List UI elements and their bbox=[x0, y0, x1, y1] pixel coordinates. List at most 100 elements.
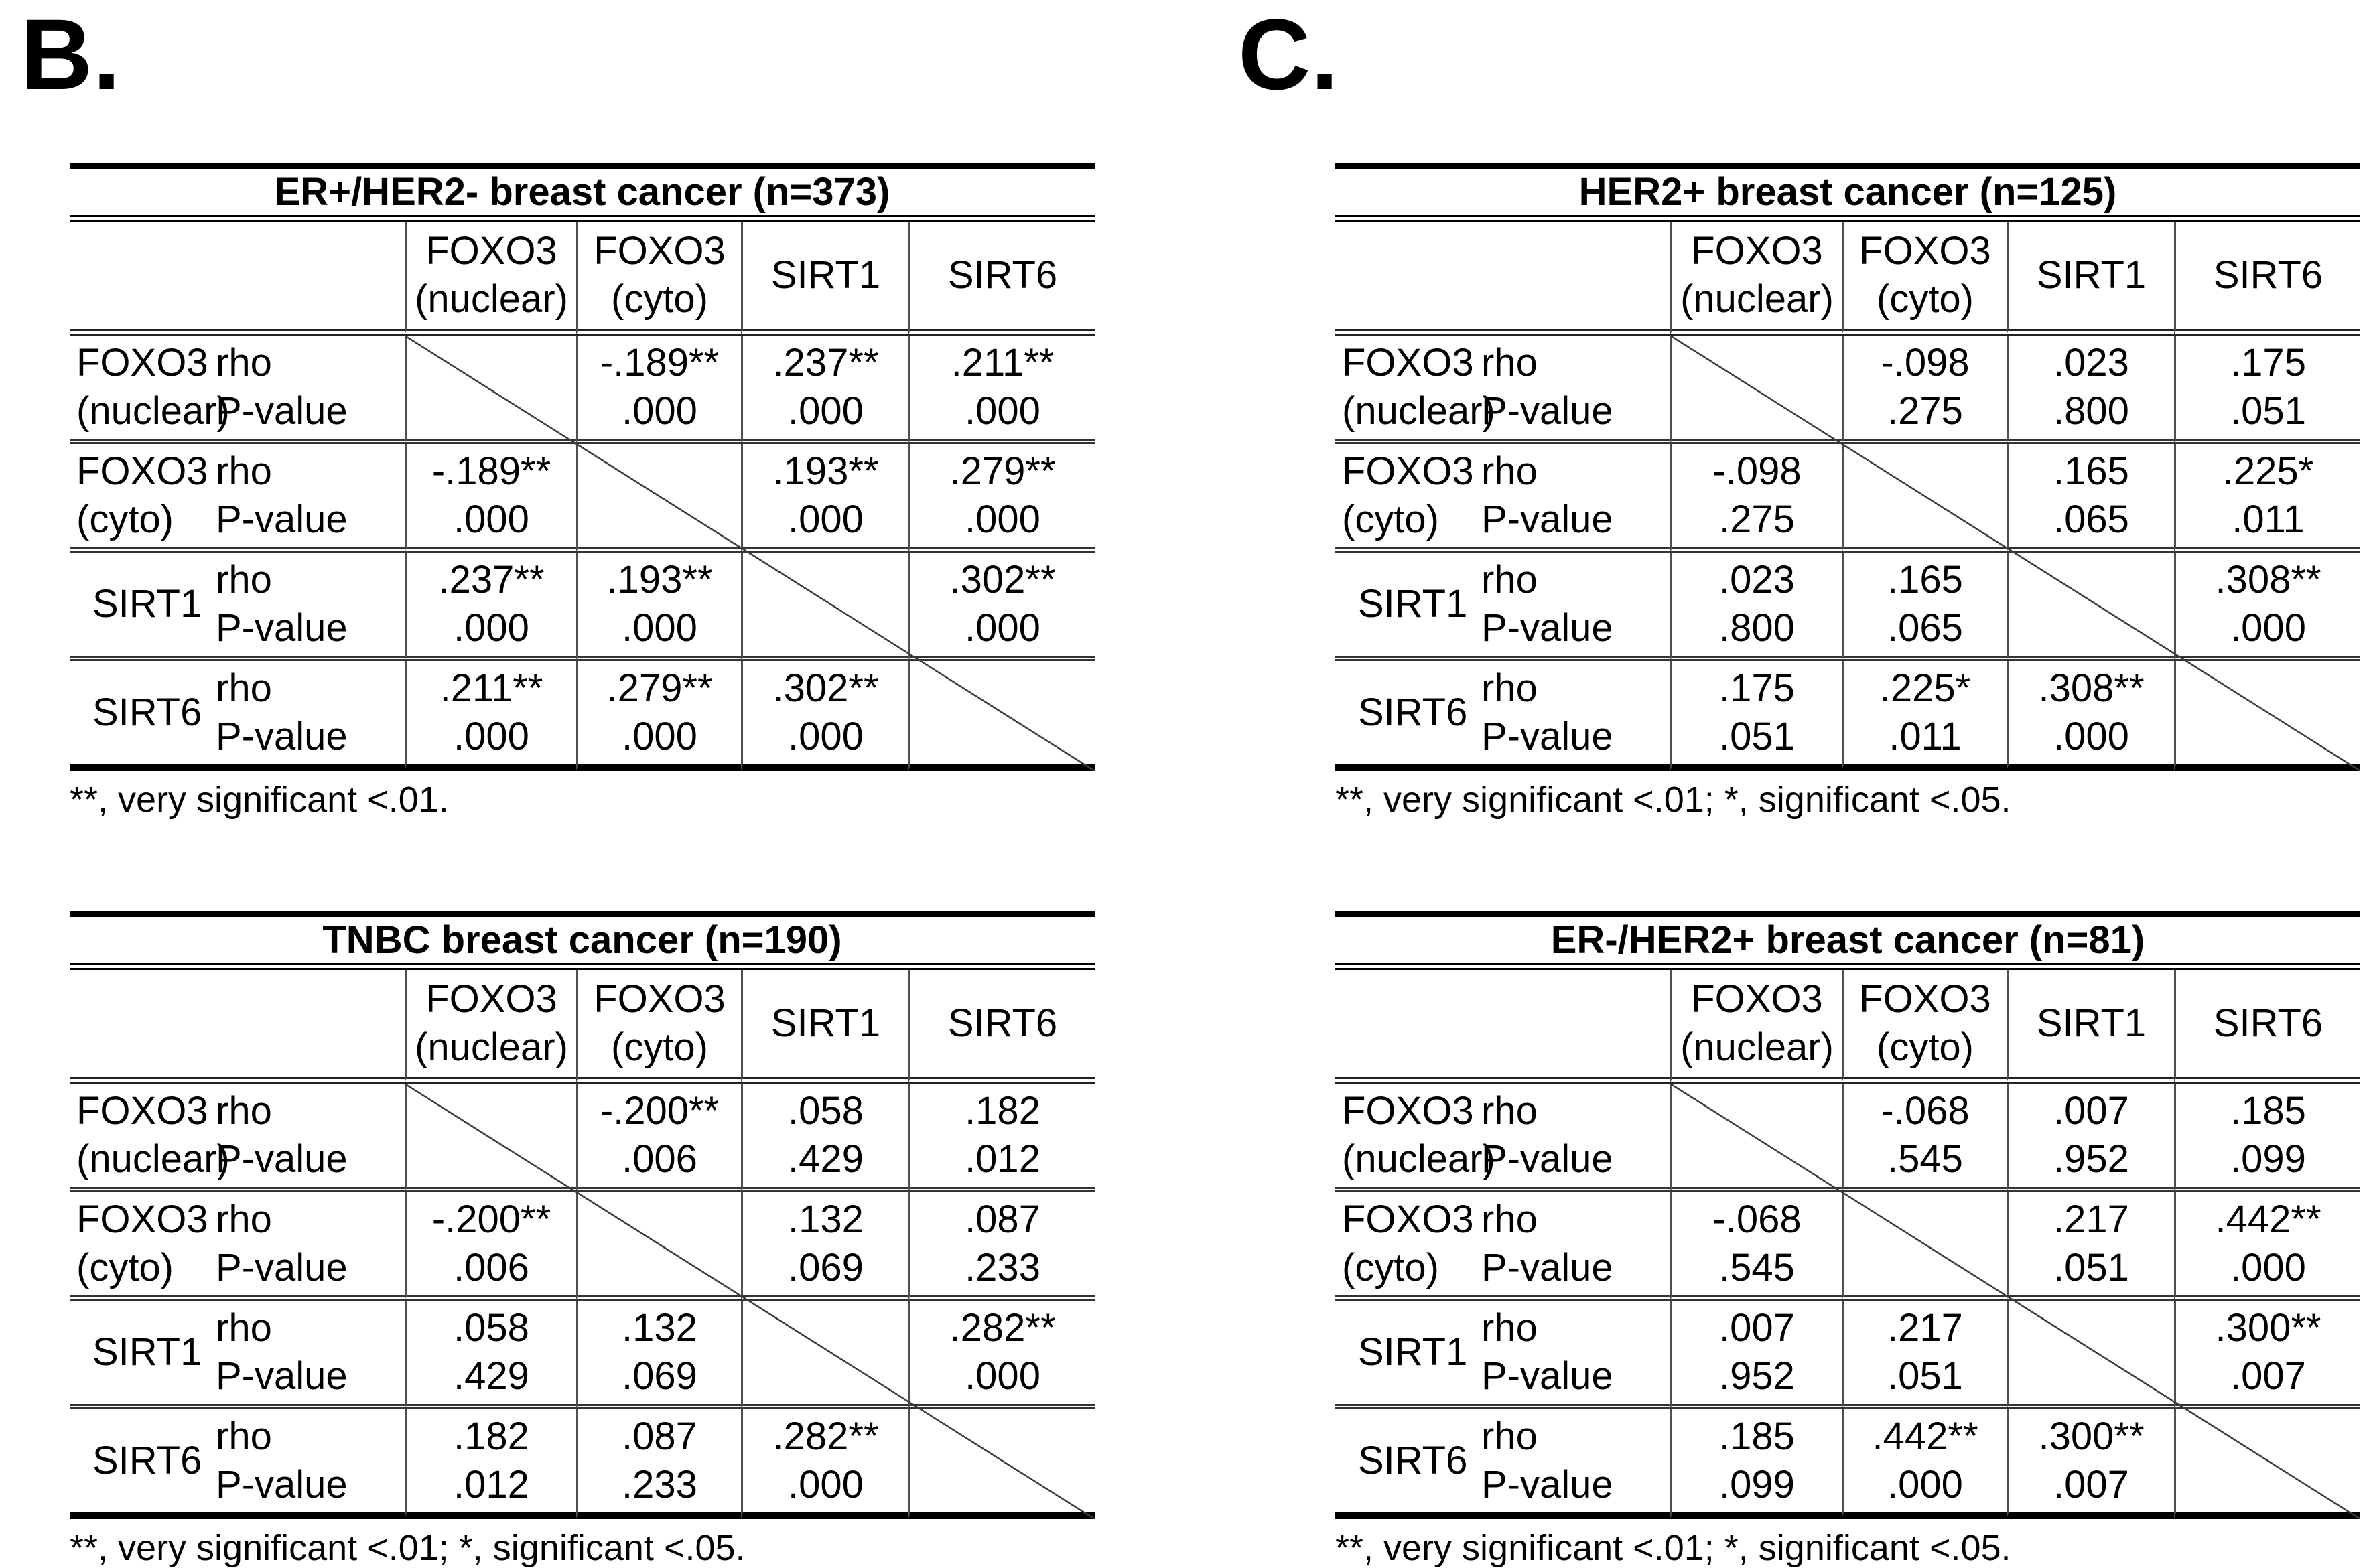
data-cell-diagonal bbox=[741, 1301, 908, 1409]
table-footnote: **, very significant <.01. bbox=[70, 780, 449, 820]
p-value: .275 bbox=[1887, 389, 1963, 433]
gene-label: FOXO3 (cyto) bbox=[1335, 445, 1477, 547]
correlation-table-wrap: TNBC breast cancer (n=190) FOXO3 (nuclear… bbox=[70, 911, 1095, 1519]
rho-value: .182 bbox=[965, 1089, 1040, 1133]
col-header-line1: SIRT1 bbox=[2036, 1001, 2147, 1045]
p-value: .065 bbox=[1887, 606, 1963, 650]
row-label-cell: SIRT6 rho P-value bbox=[1335, 661, 1670, 771]
row-label: SIRT1 rho P-value bbox=[70, 1301, 405, 1403]
data-cell: .211** .000 bbox=[405, 661, 576, 771]
p-value: .011 bbox=[2232, 498, 2305, 541]
row-label-cell: FOXO3 (nuclear) rho P-value bbox=[70, 336, 405, 444]
gene-line1: SIRT1 bbox=[1358, 1330, 1468, 1374]
data-cell: .225* .011 bbox=[2174, 444, 2361, 553]
data-cell-diagonal bbox=[741, 553, 908, 661]
data-cell-diagonal bbox=[405, 336, 576, 444]
data-cell-diagonal bbox=[2174, 1409, 2360, 1519]
p-value: .051 bbox=[1887, 1354, 1963, 1398]
gene-line1: SIRT1 bbox=[1358, 582, 1468, 626]
col-header-line1: SIRT1 bbox=[770, 1001, 881, 1045]
table-row-foxo3-nuclear: FOXO3 (nuclear) rho P-value -.189** .000 .23… bbox=[70, 336, 1095, 444]
p-value: .051 bbox=[1719, 715, 1795, 758]
rho-value: .302** bbox=[949, 558, 1056, 601]
data-cell: -.068.545 bbox=[1842, 1084, 2007, 1192]
row-label-cell: FOXO3 (nuclear) rho P-value bbox=[1335, 336, 1670, 444]
row-label-cell: FOXO3 (cyto) rho P-value bbox=[70, 1192, 405, 1301]
rho-value: -.068 bbox=[1712, 1198, 1802, 1241]
data-cell: .302** .000 bbox=[741, 661, 908, 771]
data-cell: .225* .011 bbox=[1842, 661, 2007, 771]
rho-value: .308** bbox=[2215, 558, 2321, 601]
rho-value: .023 bbox=[1719, 558, 1795, 601]
row-label-cell: SIRT1 rho P-value bbox=[70, 1301, 405, 1409]
data-cell: .193** .000 bbox=[741, 444, 908, 553]
gene-label: SIRT6 bbox=[70, 662, 212, 764]
row-label-cell: FOXO3 (cyto) rho P-value bbox=[70, 444, 405, 553]
data-cell: .087 .233 bbox=[908, 1192, 1095, 1301]
p-value: .000 bbox=[454, 498, 529, 541]
col-header-line2: (nuclear) bbox=[415, 277, 568, 321]
rho-value: -.200** bbox=[431, 1198, 551, 1241]
col-header-text: SIRT1 bbox=[743, 225, 908, 326]
p-value: .000 bbox=[788, 715, 864, 758]
rho-value: .165 bbox=[1887, 558, 1963, 601]
p-value: .007 bbox=[2230, 1354, 2306, 1398]
stat-label-pvalue: P-value bbox=[1481, 715, 1613, 758]
p-value: .006 bbox=[454, 1246, 529, 1289]
table-row-sirt1: SIRT1 rho P-value .007.952 .217.051 .300**… bbox=[1335, 1301, 2360, 1409]
col-header-foxo3-cyto: FOXO3 (cyto) bbox=[576, 222, 741, 336]
corner-cell bbox=[70, 970, 405, 1084]
rho-value: .300** bbox=[2215, 1306, 2321, 1350]
p-value: .429 bbox=[454, 1354, 529, 1398]
rho-value: .282** bbox=[949, 1306, 1056, 1350]
col-header-text: SIRT6 bbox=[2176, 973, 2360, 1074]
col-header-foxo3-nuclear: FOXO3 (nuclear) bbox=[405, 222, 576, 336]
p-value: .099 bbox=[2230, 1137, 2306, 1181]
stat-labels: rho P-value bbox=[1477, 553, 1670, 655]
data-cell: .182.012 bbox=[908, 1084, 1095, 1192]
row-label: SIRT6 rho P-value bbox=[1335, 1410, 1670, 1512]
corner-cell bbox=[1335, 222, 1670, 336]
data-cell-diagonal bbox=[1842, 444, 2007, 553]
row-label: FOXO3 (nuclear) rho P-value bbox=[70, 1084, 405, 1186]
stat-labels: rho P-value bbox=[212, 1193, 405, 1295]
col-header-line2: (cyto) bbox=[611, 1025, 708, 1069]
row-label-cell: SIRT1 rho P-value bbox=[70, 553, 405, 661]
stat-label-pvalue: P-value bbox=[216, 1463, 348, 1506]
row-label-cell: SIRT6 rho P-value bbox=[70, 1409, 405, 1519]
data-cell-diagonal bbox=[1670, 336, 1842, 444]
data-cell-diagonal bbox=[1670, 1084, 1842, 1192]
diagonal-line bbox=[1670, 336, 2360, 771]
rho-value: .087 bbox=[622, 1415, 697, 1458]
p-value: .007 bbox=[2053, 1463, 2129, 1506]
stat-label-pvalue: P-value bbox=[216, 498, 348, 541]
rho-value: .217 bbox=[1887, 1306, 1963, 1350]
col-header-text: SIRT1 bbox=[2009, 225, 2174, 326]
table-title: ER-/HER2+ breast cancer (n=81) bbox=[1335, 911, 2360, 970]
data-cell: .442** .000 bbox=[2174, 1192, 2360, 1301]
data-cell: .302** .000 bbox=[908, 553, 1095, 661]
col-header-line1: SIRT6 bbox=[947, 1001, 1058, 1045]
rho-value: .211** bbox=[951, 341, 1055, 384]
rho-value: .302** bbox=[772, 666, 879, 710]
data-cell-diagonal bbox=[2007, 553, 2174, 661]
p-value: .000 bbox=[788, 1463, 864, 1506]
data-cell-diagonal bbox=[405, 1084, 576, 1192]
rho-value: .225* bbox=[1879, 666, 1971, 710]
correlation-table: ER+/HER2- breast cancer (n=373) FOXO3 (nu… bbox=[70, 163, 1095, 771]
table-row-foxo3-nuclear: FOXO3 (nuclear) rho P-value -.098 .275 .023.… bbox=[1335, 336, 2361, 444]
gene-line1: SIRT6 bbox=[1358, 1439, 1468, 1482]
data-cell: .132.069 bbox=[576, 1301, 741, 1409]
gene-line1: FOXO3 bbox=[1342, 449, 1474, 493]
p-value: .545 bbox=[1719, 1246, 1795, 1289]
stat-labels: rho P-value bbox=[212, 1084, 405, 1186]
correlation-table: HER2+ breast cancer (n=125) FOXO3 (nuclea… bbox=[1335, 163, 2361, 771]
data-cell: .308** .000 bbox=[2007, 661, 2174, 771]
stat-labels: rho P-value bbox=[212, 336, 405, 438]
rho-value: .279** bbox=[949, 449, 1056, 493]
rho-value: -.098 bbox=[1881, 341, 1970, 384]
row-label: FOXO3 (cyto) rho P-value bbox=[70, 1193, 405, 1295]
data-cell: .165 .065 bbox=[2007, 444, 2174, 553]
col-header-sirt6: SIRT6 bbox=[908, 970, 1095, 1084]
p-value: .000 bbox=[1887, 1463, 1963, 1506]
